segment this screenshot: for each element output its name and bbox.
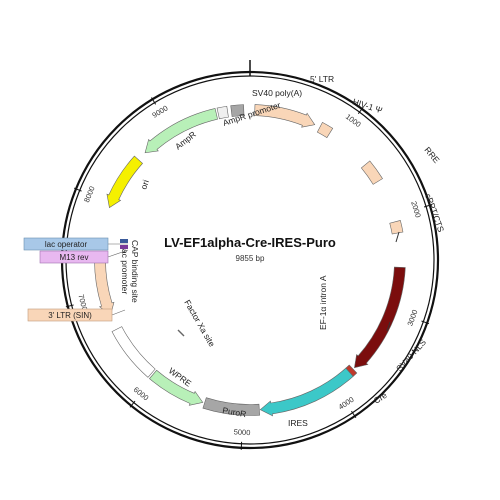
m13-leader: [107, 249, 129, 258]
tick-mark: [423, 204, 432, 208]
feature-ori: [106, 155, 143, 209]
tick-label: 9000: [151, 103, 170, 119]
lac-operator-box: [23, 237, 109, 251]
feature-rre: [360, 160, 383, 185]
m13-rev-box: [39, 250, 109, 264]
feature-wpre: [111, 326, 156, 378]
label-5ltr: 5' LTR: [310, 74, 334, 84]
label-cap-binding-site: CAP binding site: [130, 240, 140, 303]
label-ef1a-intron: EF-1α intron A: [318, 275, 328, 330]
lac-operator-mark: [120, 239, 128, 243]
feature-puror: [149, 369, 204, 406]
ef1a-intron-end-mark: [386, 321, 391, 332]
feature-ampr: [144, 108, 218, 154]
tick-label: 6000: [132, 385, 151, 403]
feature-ef-1-promoter: [354, 266, 406, 369]
label-rre: RRE: [422, 145, 441, 165]
label-sv40-nls: SV40 NLS: [394, 337, 428, 373]
ltr3-box: [27, 308, 113, 322]
label-lac-operator: lac operator: [45, 240, 88, 249]
label-ori: ori: [138, 178, 150, 190]
feature-5-ltr: [254, 104, 316, 128]
tick-mark: [421, 320, 430, 325]
label-ires: IRES: [288, 418, 308, 428]
plasmid-size: 9855 bp: [236, 254, 265, 263]
tick-mark: [129, 400, 136, 408]
tick-label: 2000: [409, 200, 422, 219]
tick-label: 5000: [233, 427, 250, 437]
tick-mark: [351, 410, 357, 419]
tick-label: 4000: [337, 395, 356, 412]
label-cppt: cPPT/CTS: [423, 192, 446, 233]
feature-ires: [202, 397, 260, 416]
tick-mark: [151, 97, 157, 105]
label-m13-rev: M13 rev: [60, 253, 89, 262]
feature-sv40-poly-a: [230, 104, 245, 117]
label-sv40-polya: SV40 poly(A): [252, 88, 302, 98]
label-cre: Cre: [372, 390, 389, 406]
factor-xa-mark: [177, 329, 185, 337]
label-factor-xa: Factor Xa site: [182, 298, 217, 349]
tick-label: 1000: [344, 112, 363, 129]
tick-mark: [357, 107, 364, 115]
feature-cre: [259, 367, 354, 417]
ltr3-leader: [111, 309, 126, 316]
plasmid-name: LV-EF1alpha-Cre-IRES-Puro: [164, 235, 336, 250]
feature-3-ltr-sin: [94, 259, 115, 316]
m13-rev-mark: [120, 245, 128, 249]
feature-arcs: [94, 104, 406, 417]
tick-label: 7000: [76, 293, 89, 311]
ef1a-intron-mark: [395, 231, 400, 243]
tick-mark: [73, 187, 82, 192]
feature-cppt-cts: [389, 220, 404, 235]
label-puror: PuroR: [222, 405, 247, 419]
tick-label: 8000: [82, 185, 97, 204]
tick-mark: [65, 304, 74, 308]
label-lac-promoter: lac promoter: [120, 247, 130, 294]
tick-label: 3000: [405, 308, 419, 327]
feature-hiv-1: [316, 121, 334, 139]
feature-ampr-promoter: [216, 105, 229, 120]
label-3ltr-sin: 3' LTR (SIN): [48, 311, 92, 320]
label-ef1a-promoter: EF-1α Promoter: [438, 274, 466, 335]
